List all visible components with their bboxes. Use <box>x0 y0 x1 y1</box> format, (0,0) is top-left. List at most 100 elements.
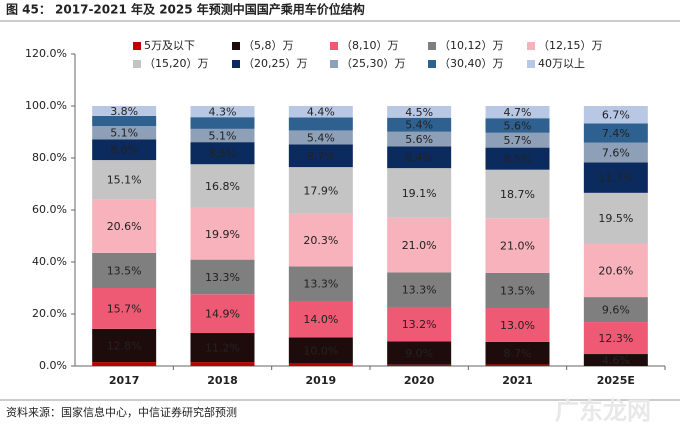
data-label: 20.6% <box>598 264 633 277</box>
bar-segment <box>387 364 452 366</box>
bar-segment <box>485 132 550 148</box>
data-label: 21.0% <box>500 240 535 253</box>
y-tick-label: 80.0% <box>32 151 67 164</box>
legend-swatch <box>527 42 535 50</box>
bar-segment <box>583 106 648 124</box>
bar-segment <box>583 297 648 323</box>
legend-label: （5,8）万 <box>243 39 294 52</box>
data-label: 20.3% <box>303 234 338 247</box>
legend-swatch <box>133 60 141 68</box>
bar-segment <box>583 123 648 143</box>
x-tick-label: 2018 <box>207 374 238 387</box>
x-tick-label: 2025E <box>597 374 635 387</box>
data-label: 13.3% <box>205 271 240 284</box>
bar-segment <box>190 207 255 260</box>
data-label: 3.8% <box>110 105 138 118</box>
data-label: 8.0% <box>110 144 138 157</box>
data-label: 8.4% <box>405 151 433 164</box>
bar-segment <box>583 322 648 355</box>
bar-segment <box>387 272 452 307</box>
bar-segment <box>92 115 157 127</box>
data-label: 8.5% <box>504 153 532 166</box>
bar-segment <box>288 117 353 131</box>
bar-segment <box>387 168 452 218</box>
bar-segment <box>485 341 550 365</box>
data-label: 13.3% <box>402 284 437 297</box>
bar-segment <box>288 337 353 364</box>
data-label: 4.3% <box>209 106 237 119</box>
data-label: 11.7% <box>598 172 633 185</box>
legend-label: （10,12）万 <box>439 39 504 52</box>
data-label: 9.0% <box>405 347 433 360</box>
data-label: 10.0% <box>303 344 338 357</box>
legend-label: （25,30）万 <box>341 57 406 70</box>
data-label: 11.2% <box>205 342 240 355</box>
bar-segment <box>288 266 353 301</box>
data-label: 4.6% <box>602 354 630 367</box>
bar-segment <box>583 142 648 163</box>
bar-segment <box>387 341 452 365</box>
x-tick-label: 2019 <box>306 374 337 387</box>
y-tick-label: 20.0% <box>32 307 67 320</box>
legend-swatch <box>428 60 436 68</box>
data-label: 8.7% <box>307 150 335 163</box>
x-tick-label: 2017 <box>109 374 140 387</box>
legend-swatch <box>133 42 141 50</box>
legend-label: （20,25）万 <box>243 57 308 70</box>
data-label: 14.9% <box>205 308 240 321</box>
bar-segment <box>190 259 255 295</box>
y-tick-label: 60.0% <box>32 203 67 216</box>
legend-swatch <box>330 42 338 50</box>
bar-segment <box>387 217 452 273</box>
watermark: 广东龙网 <box>555 397 651 425</box>
data-label: 5.6% <box>504 120 532 133</box>
y-tick-label: 100.0% <box>25 99 67 112</box>
data-label: 19.9% <box>205 228 240 241</box>
data-label: 16.8% <box>205 180 240 193</box>
bar-segment <box>485 118 550 133</box>
legend-label: 5万及以下 <box>144 39 195 52</box>
data-label: 19.1% <box>402 187 437 200</box>
bar-segment <box>92 252 157 288</box>
bar-segment <box>485 169 550 219</box>
bar-segment <box>387 117 452 132</box>
bar-segment <box>92 106 157 116</box>
chart-title: 图 45： 2017-2021 年及 2025 年预测中国国产乘用车价位结构 <box>6 2 365 17</box>
source-note: 资料来源：国家信息中心，中信证券研究部预测 <box>6 405 237 419</box>
legend-swatch <box>232 60 240 68</box>
data-label: 21.0% <box>402 239 437 252</box>
y-tick-label: 120.0% <box>25 47 67 60</box>
bar-segment <box>583 243 648 298</box>
bar-segment <box>485 364 550 366</box>
data-label: 5.4% <box>405 119 433 132</box>
data-label: 13.2% <box>402 318 437 331</box>
bar-segment <box>92 199 157 253</box>
data-label: 13.5% <box>500 284 535 297</box>
bar-segment <box>92 160 157 200</box>
data-label: 9.6% <box>602 304 630 317</box>
data-label: 12.8% <box>107 339 142 352</box>
x-tick-label: 2020 <box>404 374 435 387</box>
legend-label: （15,20）万 <box>144 57 209 70</box>
y-tick-label: 40.0% <box>32 255 67 268</box>
x-tick-label: 2021 <box>502 374 533 387</box>
legend-label: （30,40）万 <box>439 57 504 70</box>
data-label: 13.5% <box>107 264 142 277</box>
data-label: 14.0% <box>303 313 338 326</box>
bar-segment <box>190 142 255 165</box>
bar-segment <box>190 164 255 208</box>
data-label: 7.4% <box>602 127 630 140</box>
data-label: 5.6% <box>405 133 433 146</box>
data-label: 8.7% <box>504 347 532 360</box>
bar-segment <box>92 139 157 161</box>
data-label: 15.7% <box>107 302 142 315</box>
legend-label: 40万以上 <box>538 57 585 70</box>
bar-segment <box>288 144 353 168</box>
data-label: 15.1% <box>107 174 142 187</box>
bar-segment <box>190 117 255 129</box>
legend-swatch <box>428 42 436 50</box>
data-label: 17.9% <box>303 184 338 197</box>
data-label: 5.4% <box>307 131 335 144</box>
data-label: 4.4% <box>307 106 335 119</box>
data-label: 4.5% <box>405 106 433 119</box>
